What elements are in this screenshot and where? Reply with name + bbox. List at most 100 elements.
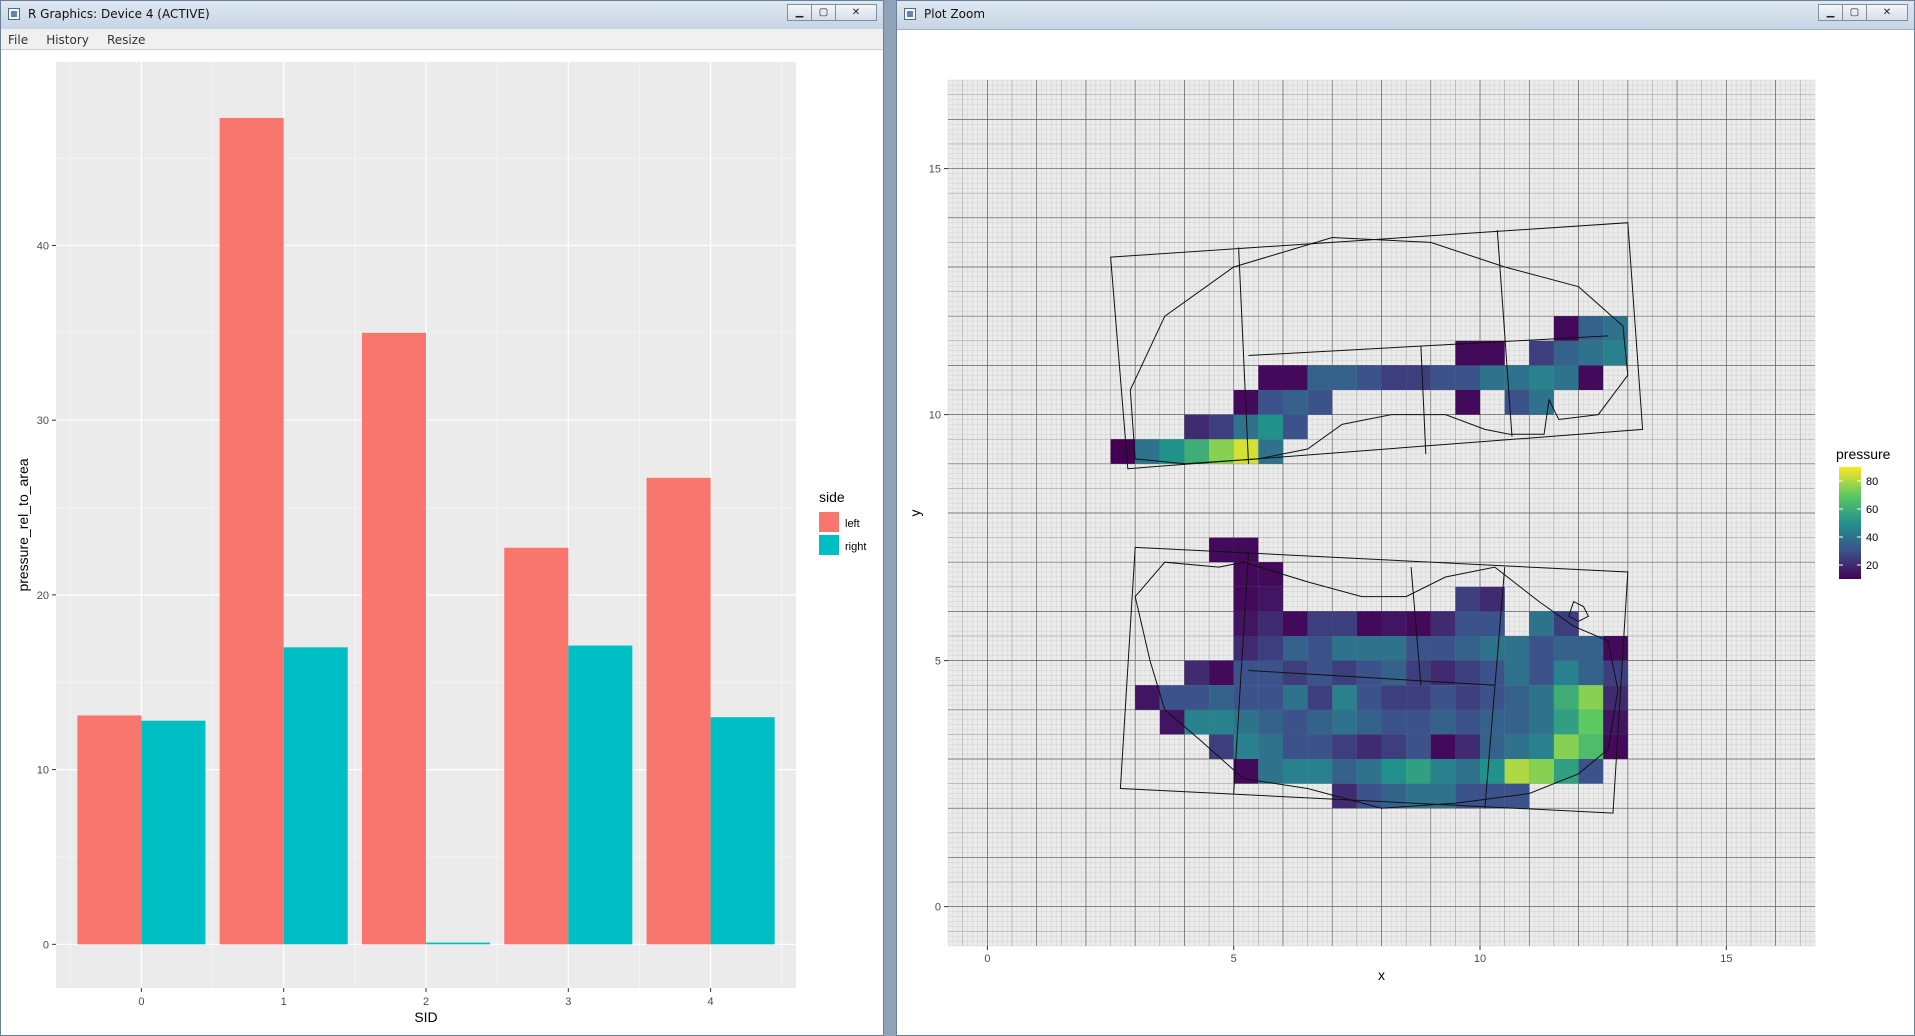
x-tick-label: 3 — [565, 996, 571, 1008]
heat-cell — [1406, 759, 1431, 784]
app-icon — [8, 8, 20, 20]
legend-label: left — [845, 518, 860, 530]
heat-cell — [1209, 709, 1234, 735]
x-tick-label: 10 — [1474, 953, 1486, 965]
close-button[interactable]: ✕ — [1866, 4, 1908, 21]
bar-right — [283, 647, 348, 945]
heat-cell — [1356, 636, 1382, 661]
heat-cell — [1480, 734, 1505, 760]
heat-cell — [1529, 759, 1554, 784]
heat-cell — [1603, 734, 1628, 760]
minimize-button[interactable]: ▁ — [1818, 4, 1843, 21]
legend-key-left — [819, 512, 839, 532]
heat-cell — [1406, 365, 1431, 390]
title-bar[interactable]: Plot Zoom ▁ ▢ ✕ — [897, 1, 1914, 30]
heat-cell — [1282, 759, 1308, 784]
bar-left — [361, 332, 426, 945]
heat-cell — [1332, 365, 1357, 390]
heat-cell — [1184, 439, 1210, 464]
heat-cell — [1553, 685, 1579, 710]
maximize-button[interactable]: ▢ — [1842, 4, 1867, 21]
plot-zoom-window: Plot Zoom ▁ ▢ ✕ 0 5 10 15 0 5 10 15 x y pressure 20… — [896, 0, 1915, 1036]
heat-cell — [1480, 783, 1505, 809]
top-foot-frame — [1110, 222, 1644, 470]
heat-cell — [1307, 660, 1333, 686]
bar-chart: 0 10 20 30 40 0 1 2 3 4 SID pressure_rel_to_area sid… — [15, 62, 866, 1025]
legend-label: right — [845, 541, 866, 553]
heat-cell — [1258, 636, 1283, 661]
heat-cell — [1159, 709, 1185, 735]
heat-cell — [1480, 636, 1505, 661]
menu-history[interactable]: History — [46, 33, 89, 47]
heat-cell — [1381, 734, 1407, 760]
heat-cell — [1332, 709, 1357, 735]
title-bar[interactable]: R Graphics: Device 4 (ACTIVE) ▁ ▢ ✕ — [1, 1, 883, 30]
heat-cell — [1406, 611, 1431, 637]
heat-cell — [1209, 660, 1234, 686]
heat-cell — [1233, 685, 1259, 710]
heat-cell — [1406, 734, 1431, 760]
heat-cell — [1504, 660, 1530, 686]
heat-cell — [1258, 660, 1283, 686]
heat-cell — [1529, 365, 1554, 390]
heat-cell — [1553, 709, 1579, 735]
heat-cell — [1332, 734, 1357, 760]
maximize-button[interactable]: ▢ — [811, 4, 836, 21]
y-axis-label: y — [907, 510, 923, 517]
app-icon — [904, 8, 916, 20]
bottom-foot-divider — [1410, 567, 1422, 686]
heat-cell — [1184, 414, 1210, 440]
y-tick-label: 10 — [929, 410, 941, 422]
heat-cell — [1480, 660, 1505, 686]
heat-cell — [1209, 414, 1234, 440]
heat-cell — [1480, 586, 1505, 612]
x-axis-label: x — [1378, 967, 1385, 983]
heat-cell — [1381, 685, 1407, 710]
bar-right — [710, 717, 775, 945]
minimize-button[interactable]: ▁ — [787, 4, 812, 21]
heat-cell — [1455, 586, 1481, 612]
heat-cell — [1381, 660, 1407, 686]
x-tick-label: 5 — [1231, 953, 1237, 965]
close-button[interactable]: ✕ — [835, 4, 877, 21]
legend-tick-label: 40 — [1866, 532, 1878, 544]
heat-cell — [1282, 636, 1308, 661]
menu-bar: File History Resize — [1, 29, 883, 50]
bar-left — [646, 477, 711, 945]
heat-cell — [1553, 734, 1579, 760]
heat-cell — [1406, 709, 1431, 735]
y-axis-label: pressure_rel_to_area — [15, 458, 31, 591]
heat-cell — [1233, 660, 1259, 686]
top-foot-outline — [1129, 236, 1629, 465]
x-tick-label: 1 — [281, 996, 287, 1008]
heat-cell — [1529, 709, 1554, 735]
bottom-foot-outline — [1134, 561, 1619, 809]
heat-cell — [1430, 660, 1456, 686]
heat-cell — [1553, 660, 1579, 686]
heat-cell — [1258, 759, 1283, 784]
heat-cell — [1455, 759, 1481, 784]
y-tick-label: 30 — [37, 415, 49, 427]
window-title: R Graphics: Device 4 (ACTIVE) — [28, 7, 210, 21]
heat-cell — [1504, 709, 1530, 735]
menu-resize[interactable]: Resize — [106, 33, 146, 47]
heat-cell — [1356, 660, 1382, 686]
menu-file[interactable]: File — [8, 33, 29, 47]
heat-cell — [1529, 611, 1554, 637]
heat-cell — [1578, 685, 1604, 710]
heat-cell — [1307, 389, 1333, 415]
heat-cell — [1381, 636, 1407, 661]
heat-cell — [1184, 660, 1210, 686]
heat-cell — [1578, 660, 1604, 686]
heat-cell — [1455, 783, 1481, 809]
bar-right — [141, 720, 206, 945]
heat-cell — [1332, 685, 1357, 710]
y-tick-label: 15 — [929, 164, 941, 176]
heat-cell — [1381, 611, 1407, 637]
heat-cell — [1258, 709, 1283, 735]
heat-cell — [1282, 709, 1308, 735]
heat-cell — [1209, 685, 1234, 710]
heat-cell — [1332, 660, 1357, 686]
heat-cell — [1307, 734, 1333, 760]
heat-cell — [1578, 340, 1604, 366]
